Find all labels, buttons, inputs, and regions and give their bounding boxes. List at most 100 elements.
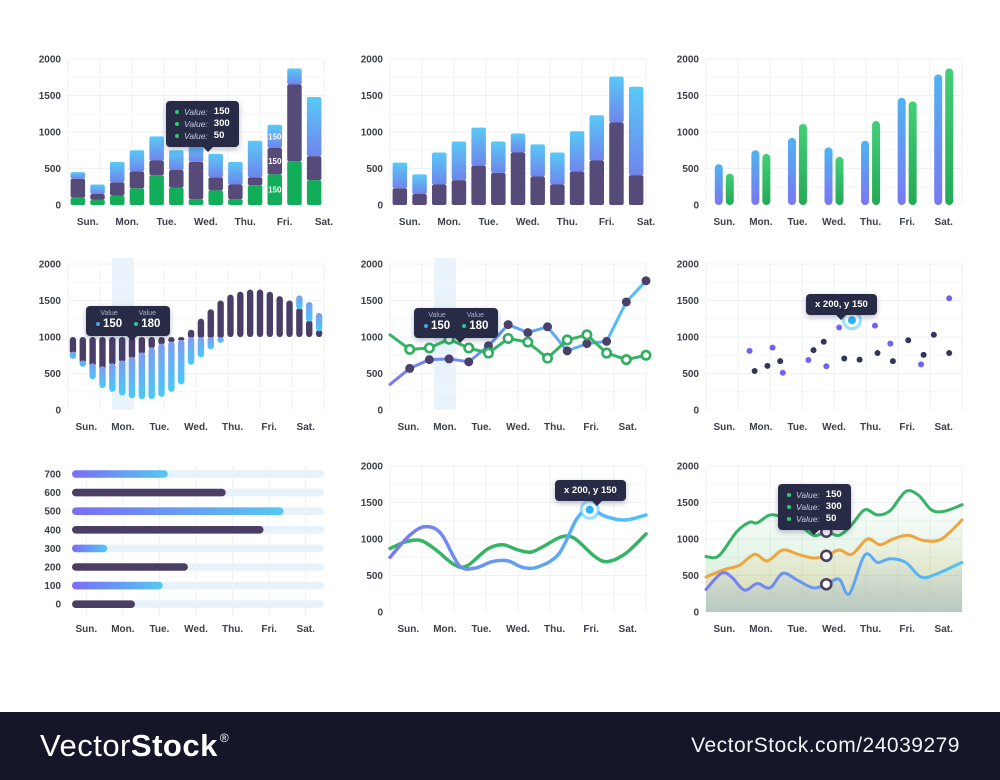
y-tick-label: 1000: [39, 333, 62, 344]
y-tick-label: 500: [682, 369, 699, 380]
rounded-column: [762, 153, 771, 205]
day-label: Tue.: [472, 422, 492, 433]
line-marker: [620, 354, 632, 366]
bar-segment: [90, 184, 105, 195]
day-label: Mon.: [433, 624, 457, 635]
day-label: Fri.: [583, 624, 599, 635]
capsule-blue: [197, 337, 205, 358]
bar-track: [72, 544, 324, 553]
day-label: Fri.: [899, 422, 915, 433]
capsule-blue: [128, 356, 136, 399]
tooltip-row: Value: 50: [175, 130, 230, 142]
chart-canvas: 0 500 1000 1500 2000 Sun. Mon. Tue. Wed. Thu. Fri.…: [677, 260, 963, 433]
day-label: Sun.: [77, 217, 99, 228]
tooltip: Value 150 Value 180: [86, 306, 171, 341]
capsule-purple: [69, 337, 77, 354]
bar-segment: [109, 195, 125, 205]
day-label: Wed.: [506, 624, 530, 635]
line-marker: [503, 320, 513, 330]
capsule-purple: [148, 337, 155, 349]
y-tick-label: 0: [55, 201, 61, 212]
day-label: Tue.: [157, 217, 177, 228]
line-marker: [444, 354, 454, 364]
day-label: Sat.: [297, 422, 316, 433]
capsule-blue: [207, 337, 214, 350]
day-label: Thu.: [544, 422, 565, 433]
capsule-purple: [89, 337, 96, 367]
bar: [72, 526, 264, 534]
highlight-point: [585, 505, 594, 514]
day-label: Sun.: [713, 624, 735, 635]
y-tick-label: 1000: [361, 128, 384, 139]
rounded-column: [945, 68, 954, 206]
y-tick-label: 700: [44, 470, 61, 481]
segment-value-label: 150: [268, 132, 282, 141]
line-marker: [483, 341, 493, 351]
tooltip-row: Value: 300: [787, 501, 842, 513]
day-label: Sun.: [713, 217, 735, 228]
bar-segment: [90, 194, 105, 200]
y-tick-label: 2000: [39, 260, 62, 271]
day-label: Wed.: [506, 422, 530, 433]
line-marker: [464, 357, 474, 367]
chart-area-three-series: 0 500 1000 1500 2000 Sun. Mon. Tue. Wed. Thu. Fri.…: [666, 452, 971, 652]
y-tick-label: 2000: [361, 55, 384, 66]
day-label: Sun.: [713, 422, 735, 433]
day-label: Fri.: [261, 624, 277, 635]
chart-two-lines: 0 500 1000 1500 2000 Sun. Mon. Tue. Wed. Thu. Fri.…: [350, 250, 655, 450]
y-tick-label: 500: [682, 571, 699, 582]
y-tick-label: 500: [44, 164, 61, 175]
bar-segment: [228, 199, 243, 205]
bar-segment: [569, 171, 585, 205]
y-tick-label: 1000: [677, 535, 700, 546]
rounded-column: [725, 173, 734, 205]
day-label: Fri.: [899, 217, 915, 228]
scatter-dot-dark: [874, 350, 881, 357]
capsule-purple: [99, 337, 106, 370]
capsule-purple: [276, 296, 283, 337]
chart-stacked-column-3series: 0 500 1000 1500 2000 Sun. Mon. Tue. Wed. Thu. Fri.…: [28, 45, 333, 245]
scatter-dot-light: [946, 295, 953, 302]
bar-segment: [188, 142, 204, 162]
scatter-dot-dark: [856, 356, 863, 363]
day-label: Tue.: [479, 217, 499, 228]
bar: [72, 563, 188, 571]
day-label: Wed.: [822, 422, 846, 433]
line-marker: [582, 339, 592, 349]
capsule-blue: [168, 341, 175, 392]
rounded-column: [824, 147, 833, 205]
y-tick-label: 1000: [677, 333, 700, 344]
y-tick-label: 0: [377, 201, 383, 212]
bar-segment: [550, 184, 565, 205]
bar-segment: [569, 131, 585, 172]
scatter-dot-dark: [777, 358, 784, 365]
chart-canvas: 700 600 500 400 300 200 100 0 Sun. Mon. Tue. Wed. Th…: [44, 466, 324, 635]
y-tick-label: 1000: [361, 535, 384, 546]
bar-segment: [451, 141, 467, 181]
capsule-purple: [178, 337, 185, 342]
capsule-purple: [286, 300, 293, 337]
bar-segment: [628, 175, 644, 205]
capsule-purple: [217, 300, 224, 339]
scatter-dot-light: [887, 340, 894, 347]
line-marker: [543, 322, 553, 332]
scatter-dot-light: [823, 363, 830, 370]
bar-segment: [247, 185, 263, 205]
scatter-dot-light: [746, 347, 753, 354]
bar-segment: [129, 188, 145, 205]
day-label: Thu.: [860, 624, 881, 635]
day-label: Mon.: [111, 422, 135, 433]
y-tick-label: 1500: [39, 91, 62, 102]
day-label: Thu.: [235, 217, 256, 228]
tooltip-row: Value: 50: [787, 513, 842, 525]
y-tick-label: 1500: [361, 296, 384, 307]
scatter-dot-dark: [751, 367, 758, 374]
bar-segment: [628, 86, 644, 176]
capsule-purple: [109, 337, 116, 366]
day-label: Tue.: [788, 422, 808, 433]
bar-segment: [228, 184, 243, 200]
line-marker: [621, 297, 631, 307]
rounded-column: [897, 97, 906, 205]
chart-canvas: 0 500 1000 1500 2000 Sun. Mon. Tue. Wed. Thu. Fri.…: [677, 55, 963, 228]
